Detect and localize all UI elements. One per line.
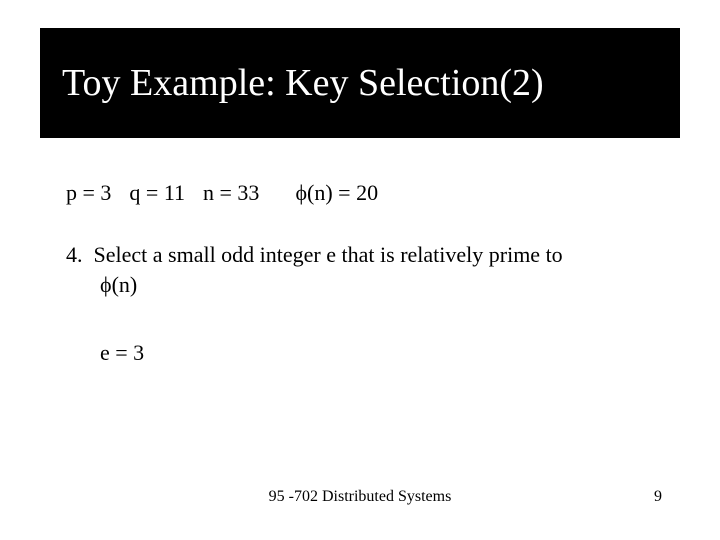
step-text-line2: ϕ(n) — [66, 270, 660, 300]
step-4-line1: 4. Select a small odd integer e that is … — [66, 240, 660, 270]
footer-page-number: 9 — [654, 488, 662, 506]
step-number: 4. — [66, 242, 83, 267]
value-n: n = 33 — [203, 180, 259, 205]
value-phi: ϕ(n) = 20 — [295, 180, 378, 205]
slide-title: Toy Example: Key Selection(2) — [62, 61, 544, 105]
given-values-line: p = 3 q = 11 n = 33 ϕ(n) = 20 — [66, 180, 378, 206]
footer-course: 95 -702 Distributed Systems — [0, 488, 720, 506]
step-4-block: 4. Select a small odd integer e that is … — [66, 240, 660, 299]
step-text-line1: Select a small odd integer e that is rel… — [94, 242, 563, 267]
value-q: q = 11 — [129, 180, 185, 205]
result-e: e = 3 — [100, 340, 144, 366]
slide: Toy Example: Key Selection(2) p = 3 q = 1… — [0, 0, 720, 540]
title-band: Toy Example: Key Selection(2) — [40, 28, 680, 138]
value-p: p = 3 — [66, 180, 111, 205]
